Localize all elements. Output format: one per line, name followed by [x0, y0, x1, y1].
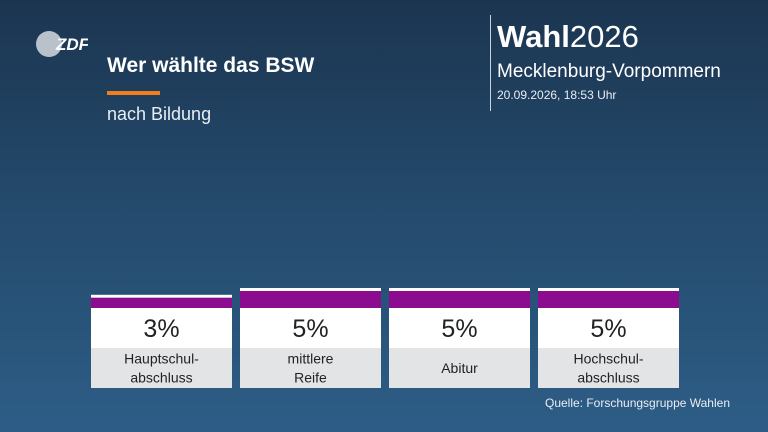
category-label: Reife [294, 370, 327, 386]
data-label: 3% [143, 315, 179, 343]
category-label: Hochschul- [573, 351, 643, 367]
category-label: abschluss [130, 370, 192, 386]
title-accent-bar [107, 91, 160, 95]
bar-cap [91, 294, 232, 298]
category-label: Abitur [441, 360, 478, 376]
page-title: Wer wählte das BSW [107, 54, 315, 77]
bar [538, 291, 679, 308]
data-label: 5% [590, 315, 626, 343]
category-label: abschluss [577, 370, 639, 386]
data-label: 5% [441, 315, 477, 343]
logo-text: ZDF [55, 35, 88, 54]
brand-year: 2026 [569, 19, 639, 54]
page-subtitle: nach Bildung [107, 104, 212, 124]
value-box [389, 308, 530, 348]
category-label: Hauptschul- [124, 351, 199, 367]
bar-cap [240, 288, 381, 291]
header-divider [490, 15, 491, 111]
bar-cap [389, 288, 530, 291]
value-box [538, 308, 679, 348]
brand-bold: Wahl [497, 19, 570, 54]
source-label: Quelle: Forschungsgruppe Wahlen [545, 396, 730, 410]
category-box [240, 348, 381, 388]
bar [389, 291, 530, 308]
datetime-label: 20.09.2026, 18:53 Uhr [497, 88, 617, 102]
zdf-logo: ZDF [36, 31, 88, 57]
category-box [538, 348, 679, 388]
bar-cap [538, 288, 679, 291]
data-label: 5% [292, 315, 328, 343]
bar [91, 297, 232, 308]
region-label: Mecklenburg-Vorpommern [497, 61, 721, 82]
bar [240, 291, 381, 308]
brand-title: Wahl2026 [497, 19, 639, 55]
value-box [91, 308, 232, 348]
value-box [240, 308, 381, 348]
category-label: mittlere [288, 351, 334, 367]
category-box [91, 348, 232, 388]
category-box [389, 348, 530, 388]
